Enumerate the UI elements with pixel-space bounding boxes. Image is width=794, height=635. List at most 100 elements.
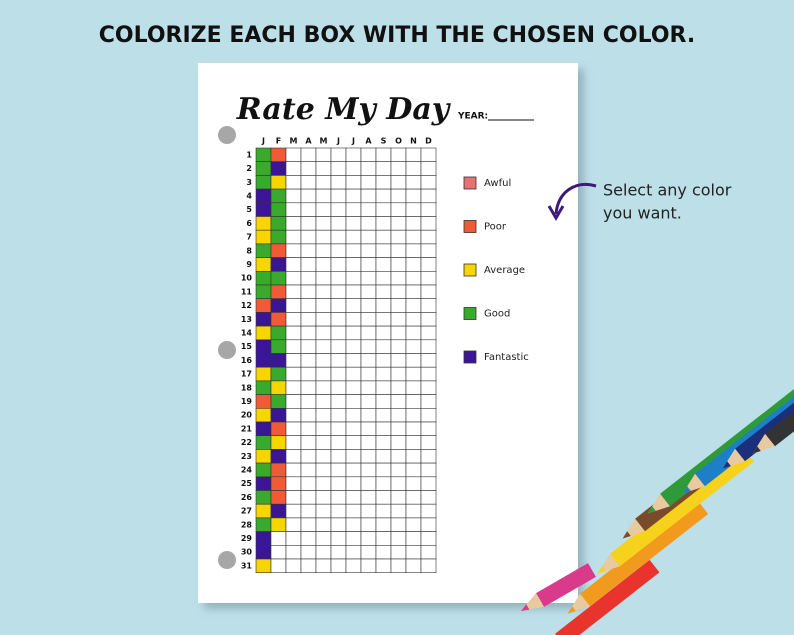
day-cell [330,435,347,450]
day-cell [315,298,332,313]
day-cell [285,216,302,231]
day-cell [255,353,272,368]
day-cell [300,449,317,464]
day-cell [315,216,332,231]
day-cell [405,188,422,204]
punch-hole [218,341,236,359]
day-cell [405,353,422,368]
day-cell [300,462,317,478]
day-cell [330,284,347,299]
day-cell [375,517,392,532]
day-cell [390,435,407,450]
day-cell [315,270,332,286]
day-cell [300,544,317,560]
day-cell [270,161,287,176]
day-cell [360,216,377,231]
day-label: 15 [241,342,253,351]
day-cell [420,449,437,464]
day-cell [300,312,317,327]
day-cell [405,202,422,217]
legend-swatch [463,307,477,320]
day-cell [375,462,392,478]
day-cell [360,298,377,313]
day-cell [345,435,362,450]
day-cell [300,298,317,313]
day-cell [270,449,287,464]
day-cell [285,366,302,382]
day-cell [285,325,302,341]
day-cell [390,394,407,409]
arrow-head [547,205,565,221]
day-cell [285,353,302,368]
day-cell [300,394,317,409]
sheet-title: Rate My Day [236,92,452,127]
day-cell [420,394,437,409]
day-cell [420,216,437,231]
day-label: 27 [241,507,252,516]
day-cell [375,380,392,395]
punch-hole [218,551,236,569]
day-cell [390,339,407,354]
day-cell [285,490,302,505]
day-cell [405,503,422,519]
punch-hole [218,126,236,144]
day-cell [345,202,362,217]
day-cell [315,147,332,162]
day-cell [300,421,317,436]
day-cell [360,490,377,505]
day-cell [345,394,362,409]
day-cell [255,544,272,560]
day-cell [330,531,347,546]
day-cell [405,531,422,546]
day-cell [405,462,422,478]
day-cell [255,202,272,217]
day-cell [330,462,347,478]
day-cell [315,257,332,272]
day-cell [345,270,362,286]
day-cell [375,366,392,382]
day-label: 16 [241,356,253,365]
day-cell [285,284,302,299]
day-label: 9 [246,260,252,269]
day-cell [375,476,392,491]
day-cell [375,503,392,519]
day-cell [375,394,392,409]
day-cell [300,284,317,299]
day-cell [330,366,347,382]
day-cell [315,544,332,560]
day-cell [330,353,347,368]
day-cell [360,188,377,204]
day-cell [315,449,332,464]
tracker-grid: J F M A M J J A S O N D1234567891011121314151617181… [241,137,437,573]
day-cell [300,407,317,423]
day-cell [420,257,437,272]
day-cell [420,490,437,505]
legend-label: Average [484,265,525,276]
day-cell [315,476,332,491]
day-cell [345,517,362,532]
day-cell [390,517,407,532]
day-cell [390,366,407,382]
day-cell [315,229,332,245]
day-cell [345,161,362,176]
day-cell [315,366,332,382]
day-cell [420,188,437,204]
day-cell [300,558,317,573]
day-cell [300,503,317,519]
day-cell [330,503,347,519]
day-cell [375,216,392,231]
day-cell [360,366,377,382]
day-cell [285,544,302,560]
day-cell [345,407,362,423]
month-label: S [381,137,387,146]
day-cell [405,229,422,245]
day-cell [420,312,437,327]
day-cell [285,380,302,395]
day-cell [390,284,407,299]
day-cell [300,161,317,176]
day-cell [360,503,377,519]
day-cell [345,298,362,313]
day-label: 10 [241,274,253,283]
day-cell [345,531,362,546]
day-cell [255,380,272,395]
